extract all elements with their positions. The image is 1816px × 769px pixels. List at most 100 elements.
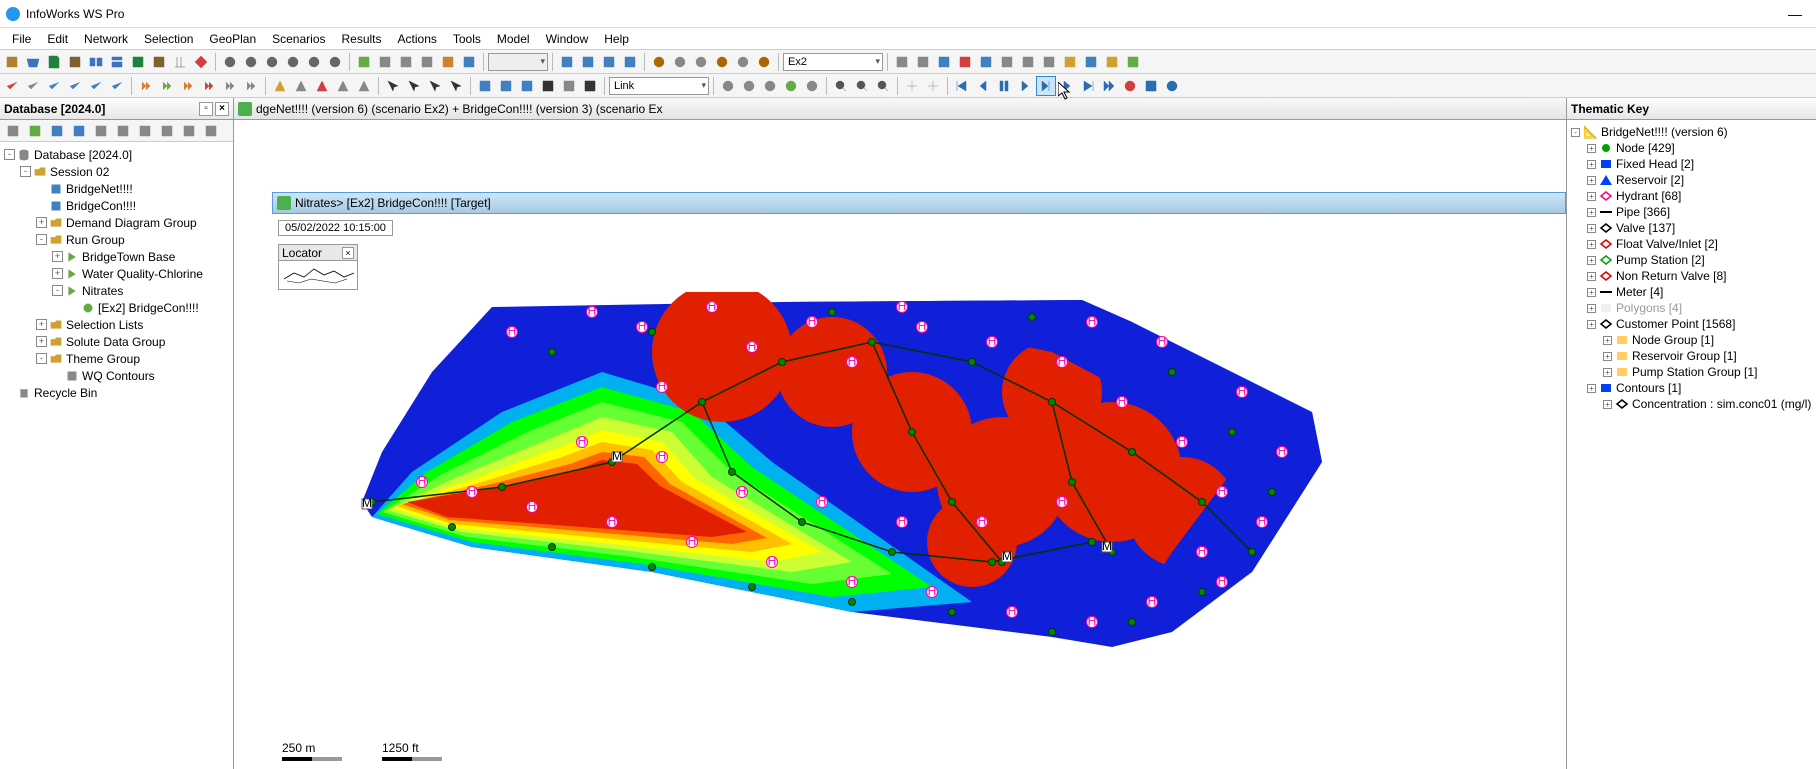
tree-node[interactable]: [Ex2] BridgeCon!!!! [0,299,233,316]
tool2b-5[interactable] [241,76,261,96]
tool1c-0[interactable] [354,52,374,72]
tool1b-1[interactable] [241,52,261,72]
tool2e-3[interactable] [781,76,801,96]
menu-window[interactable]: Window [538,30,597,48]
tool1f-9[interactable] [1081,52,1101,72]
zoom-tool-2[interactable] [873,76,893,96]
tool1f-7[interactable] [1039,52,1059,72]
db-tool-5[interactable] [114,122,132,140]
sel-tool-3[interactable] [446,76,466,96]
tree-node[interactable]: -Run Group [0,231,233,248]
tool1b-5[interactable] [325,52,345,72]
tool2c-0[interactable] [270,76,290,96]
tool2b-2[interactable] [178,76,198,96]
key-item[interactable]: +Reservoir Group [1] [1567,348,1816,364]
tree-node[interactable]: +Selection Lists [0,316,233,333]
menu-results[interactable]: Results [334,30,390,48]
tool2c-2[interactable] [312,76,332,96]
tool1-4[interactable] [86,52,106,72]
tool1c-3[interactable] [417,52,437,72]
tool1f-0[interactable] [892,52,912,72]
zoom-tool-1[interactable] [852,76,872,96]
tool1e-3[interactable] [712,52,732,72]
tree-node[interactable]: -Session 02 [0,163,233,180]
tool2c-4[interactable] [354,76,374,96]
key-item[interactable]: +Node Group [1] [1567,332,1816,348]
tree-node[interactable]: -Database [2024.0] [0,146,233,163]
tool1f-2[interactable] [934,52,954,72]
tool1-1[interactable] [23,52,43,72]
panel-pin-button[interactable]: ▫ [199,102,213,116]
record-button[interactable] [1120,76,1140,96]
key-item[interactable]: +Hydrant [68] [1567,188,1816,204]
tree-node[interactable]: BridgeCon!!!! [0,197,233,214]
tool2d-5[interactable] [580,76,600,96]
zoom-tool-0[interactable] [831,76,851,96]
tool2e-1[interactable] [739,76,759,96]
tool1-8[interactable] [170,52,190,72]
tool1d-2[interactable] [599,52,619,72]
minimize-button[interactable]: — [1780,6,1810,22]
tool1f-8[interactable] [1060,52,1080,72]
step-fwd-button[interactable] [1057,76,1077,96]
tool1c-2[interactable] [396,52,416,72]
tree-node[interactable]: Recycle Bin [0,384,233,401]
tree-node[interactable]: -Nitrates [0,282,233,299]
document-tab[interactable]: dgeNet!!!! (version 6) (scenario Ex2) + … [234,98,1566,120]
key-item[interactable]: +Valve [137] [1567,220,1816,236]
menu-tools[interactable]: Tools [445,30,489,48]
play-active-button[interactable] [1036,76,1056,96]
tool1-6[interactable] [128,52,148,72]
tree-node[interactable]: +BridgeTown Base [0,248,233,265]
tool2b-1[interactable] [157,76,177,96]
tool1e-4[interactable] [733,52,753,72]
tool1f-6[interactable] [1018,52,1038,72]
loop-button[interactable] [1162,76,1182,96]
tool1f-11[interactable] [1123,52,1143,72]
menu-model[interactable]: Model [489,30,538,48]
menu-network[interactable]: Network [76,30,136,48]
menu-file[interactable]: File [4,30,39,48]
key-item[interactable]: +Contours [1] [1567,380,1816,396]
tool2d-4[interactable] [559,76,579,96]
tool2d-3[interactable] [538,76,558,96]
map-area[interactable]: Nitrates> [Ex2] BridgeCon!!!! [Target] 0… [234,120,1566,769]
contour-map[interactable]: HHHHHHHHHHHHHHHHHHHHHHHHHHHHHHHHHHHHHHHH… [352,292,1352,672]
tool1f-5[interactable] [997,52,1017,72]
tool2d-1[interactable] [496,76,516,96]
key-item[interactable]: +Customer Point [1568] [1567,316,1816,332]
tool2a-0[interactable] [2,76,22,96]
tree-node[interactable]: BridgeNet!!!! [0,180,233,197]
db-tool-0[interactable] [4,122,22,140]
link-combo[interactable]: Link [609,77,709,95]
rewind-button[interactable] [952,76,972,96]
sel-tool-2[interactable] [425,76,445,96]
menu-actions[interactable]: Actions [390,30,445,48]
menu-scenarios[interactable]: Scenarios [264,30,333,48]
key-item[interactable]: +Pipe [366] [1567,204,1816,220]
locator-body[interactable] [279,261,357,289]
tree-node[interactable]: +Water Quality-Chlorine [0,265,233,282]
scenario-combo[interactable]: Ex2 [783,53,883,71]
tool1-3[interactable] [65,52,85,72]
locator-window[interactable]: Locator × [278,244,358,290]
db-tool-8[interactable] [180,122,198,140]
db-tool-2[interactable] [48,122,66,140]
tool2b-4[interactable] [220,76,240,96]
tool2f-0[interactable] [902,76,922,96]
tree-node[interactable]: -Theme Group [0,350,233,367]
thematic-key-tree[interactable]: -📐BridgeNet!!!! (version 6)+Node [429]+F… [1567,120,1816,769]
toolbar-combo-1[interactable] [488,53,548,71]
tree-node[interactable]: +Demand Diagram Group [0,214,233,231]
key-item[interactable]: +Concentration : sim.conc01 (mg/l) [1567,396,1816,412]
tool2c-3[interactable] [333,76,353,96]
tool2c-1[interactable] [291,76,311,96]
menu-selection[interactable]: Selection [136,30,201,48]
sel-tool-0[interactable] [383,76,403,96]
key-item[interactable]: +Polygons [4] [1567,300,1816,316]
tool1-5[interactable] [107,52,127,72]
skip-button[interactable] [1099,76,1119,96]
tool1-7[interactable] [149,52,169,72]
pause-button[interactable] [994,76,1014,96]
database-tree[interactable]: -Database [2024.0]-Session 02BridgeNet!!… [0,142,233,769]
